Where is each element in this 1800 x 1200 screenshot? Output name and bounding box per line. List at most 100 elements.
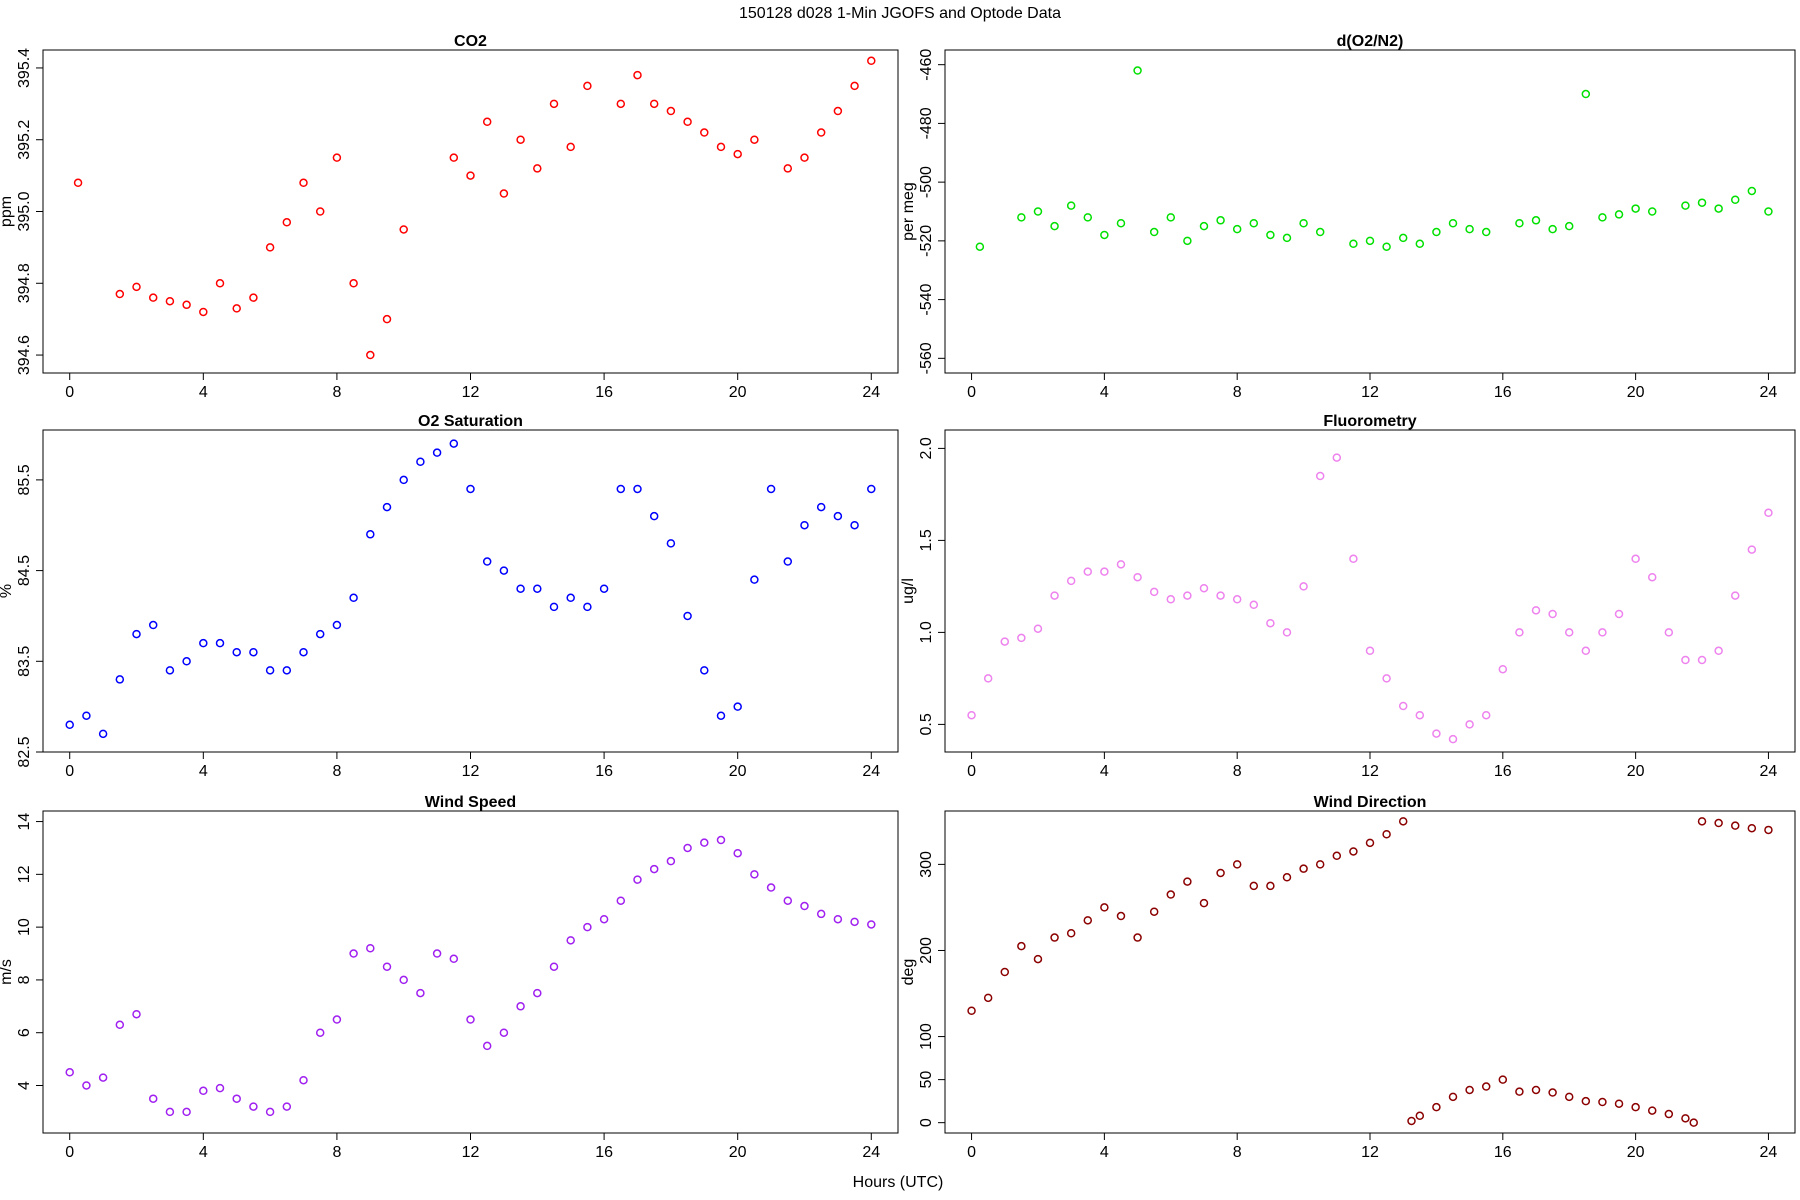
point [1398, 817, 1408, 826]
point [1066, 201, 1076, 210]
point [1747, 823, 1757, 833]
point [1349, 239, 1358, 249]
y-tick-label: 82.5 [16, 736, 33, 767]
point [382, 962, 392, 971]
y-tick-label: 84.5 [16, 555, 33, 586]
point [282, 218, 292, 227]
point [983, 674, 993, 683]
point [1315, 471, 1325, 481]
point [1033, 954, 1043, 964]
point [616, 484, 626, 494]
point [800, 520, 809, 530]
point [332, 1015, 342, 1024]
x-tick-label: 20 [1627, 1144, 1645, 1161]
point [1050, 591, 1059, 600]
point [700, 666, 709, 675]
point [382, 314, 392, 324]
point [1133, 933, 1142, 942]
point [1730, 821, 1740, 830]
point [1232, 860, 1242, 869]
point [1614, 609, 1624, 619]
x-tick-label: 16 [595, 384, 613, 401]
plot-frame [944, 810, 1796, 1134]
point [165, 666, 175, 675]
x-tick-label: 4 [1100, 763, 1109, 780]
point [750, 870, 759, 879]
y-axis-label: ug/l [900, 578, 917, 604]
point [1266, 618, 1275, 628]
x-tick-label: 4 [199, 1144, 208, 1161]
point [1730, 591, 1740, 600]
point [1183, 236, 1192, 246]
point [1166, 213, 1176, 222]
point [967, 1006, 976, 1015]
point [1714, 204, 1723, 213]
y-axis-label: deg [900, 959, 917, 986]
x-tick-label: 20 [729, 1144, 747, 1161]
point [1083, 213, 1093, 222]
point [583, 922, 592, 932]
x-tick-label: 12 [1361, 384, 1379, 401]
point [1100, 230, 1109, 240]
point [1266, 881, 1275, 891]
point [215, 638, 225, 648]
point [65, 1068, 74, 1077]
point [1697, 655, 1707, 665]
point [1166, 595, 1176, 604]
point [1149, 227, 1159, 237]
x-tick-label: 16 [1494, 1144, 1512, 1161]
point [466, 484, 475, 494]
point [98, 729, 108, 739]
point [1050, 221, 1059, 231]
point [599, 914, 609, 924]
point [1216, 868, 1225, 878]
point [132, 1009, 141, 1019]
plot-frame [944, 429, 1796, 753]
point [816, 128, 826, 137]
point [716, 711, 726, 720]
point [1564, 628, 1574, 637]
point [315, 1028, 325, 1037]
plot-frame [42, 810, 899, 1134]
point [1116, 218, 1126, 228]
point [1083, 916, 1093, 925]
point [566, 936, 575, 945]
point [783, 896, 793, 905]
point [232, 1094, 241, 1103]
point [1598, 1097, 1607, 1107]
point [1714, 818, 1723, 828]
x-tick-label: 0 [967, 1144, 976, 1161]
point [633, 70, 642, 80]
point [1116, 911, 1126, 921]
point [148, 1094, 158, 1103]
point [616, 99, 626, 109]
point [349, 949, 358, 958]
point [1050, 933, 1059, 942]
point [750, 135, 759, 144]
point [1398, 701, 1408, 711]
x-axis-label: Hours (UTC) [853, 1174, 944, 1191]
point [1199, 583, 1209, 593]
point [482, 1041, 492, 1051]
point [1515, 218, 1524, 228]
point [783, 164, 793, 173]
point [366, 350, 375, 360]
figure-title: 150128 d028 1-Min JGOFS and Optode Data [739, 5, 1061, 22]
point [1448, 218, 1458, 228]
point [833, 511, 843, 521]
x-tick-label: 24 [1760, 1144, 1778, 1161]
point [382, 502, 392, 512]
point [1149, 907, 1159, 916]
point [1598, 213, 1607, 222]
y-tick-label: -540 [918, 283, 935, 315]
y-tick-label: 394.8 [16, 263, 33, 303]
point [449, 153, 459, 162]
point [975, 242, 985, 251]
x-tick-label: 4 [1100, 384, 1109, 401]
panel-title: O2 Saturation [418, 413, 523, 430]
point [232, 304, 241, 313]
x-tick-label: 16 [1494, 763, 1512, 780]
point [199, 307, 208, 317]
x-tick-label: 24 [1760, 763, 1778, 780]
y-tick-label: 0 [918, 1118, 935, 1127]
